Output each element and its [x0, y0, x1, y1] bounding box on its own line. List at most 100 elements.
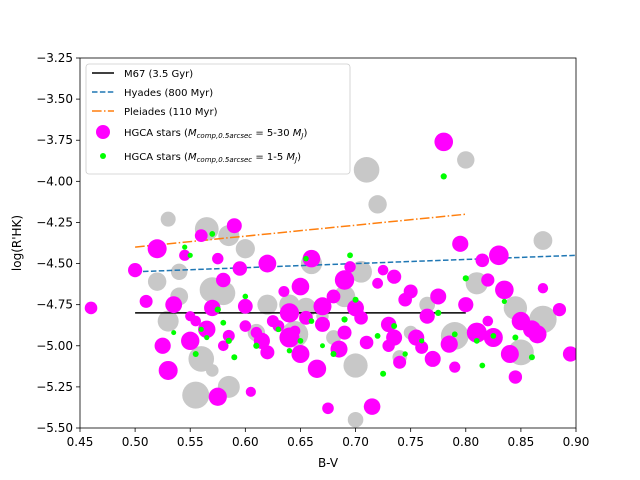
hgca-5-30-point — [289, 325, 301, 337]
hgca-5-30-point — [212, 252, 224, 265]
hgca-5-30-point — [198, 320, 216, 339]
hgca-5-30-point — [84, 301, 98, 315]
hgca-5-30-point — [537, 283, 549, 294]
hgca-5-30-point — [272, 320, 285, 332]
y-tick-label: −4.25 — [36, 215, 73, 229]
hgca-5-30-point — [217, 340, 229, 352]
hgca-5-30-point — [313, 297, 332, 316]
hgca-1-5-point — [319, 343, 325, 349]
background-point — [235, 239, 255, 259]
hgca-5-30-point — [165, 296, 183, 314]
hgca-5-30-point — [278, 286, 290, 298]
hgca-1-5-point — [479, 362, 486, 369]
hgca-1-5-point — [380, 370, 387, 377]
hgca-1-5-point — [419, 338, 425, 344]
hgca-5-30-point — [489, 245, 509, 266]
legend-label-pleiades: Pleiades (110 Myr) — [124, 107, 218, 118]
hgca-5-30-point — [226, 218, 242, 234]
hgca-5-30-point — [154, 337, 171, 354]
background-point — [457, 151, 475, 169]
hgca-5-30-point — [158, 360, 178, 380]
background-point — [257, 294, 278, 315]
hgca-1-5-point — [231, 354, 238, 361]
legend-label-hgca-1-5: HGCA stars (Mcomp,0.5arcsec = 1-5 MJ) — [124, 152, 301, 164]
background-point — [171, 263, 188, 280]
hgca-5-30-point — [449, 361, 461, 373]
hgca-1-5-point — [209, 231, 216, 237]
hgca-5-30-point — [482, 315, 494, 327]
background-point — [182, 381, 210, 409]
background-point — [147, 272, 167, 291]
hgca-5-30-point — [245, 386, 256, 397]
x-tick-label: 0.45 — [67, 435, 94, 449]
y-tick-label: −3.50 — [36, 92, 73, 106]
x-tick-label: 0.75 — [397, 435, 424, 449]
legend-marker-hgca-1-5 — [100, 153, 106, 159]
hgca-5-30-point — [475, 253, 490, 268]
x-tick-label: 0.60 — [232, 435, 259, 449]
hgca-5-30-point — [232, 261, 248, 276]
hgca-5-30-point — [377, 264, 389, 276]
hgca-5-30-point — [291, 345, 310, 363]
background-point — [347, 411, 364, 428]
hgca-5-30-point — [279, 303, 300, 323]
hgca-5-30-point — [326, 289, 341, 304]
hgca-1-5-point — [402, 351, 408, 357]
y-tick-label: −5.25 — [36, 380, 73, 394]
hgca-5-30-point — [185, 311, 196, 322]
hgca-1-5-point — [242, 293, 249, 300]
x-tick-label: 0.50 — [122, 435, 149, 449]
hgca-5-30-point — [430, 288, 447, 305]
x-tick-label: 0.55 — [177, 435, 204, 449]
plot-frame — [79, 57, 577, 429]
legend-box — [85, 63, 351, 175]
hgca-1-5-point — [214, 306, 221, 313]
hgca-1-5-point — [440, 173, 447, 180]
hgca-5-30-point — [500, 345, 519, 363]
hgca-1-5-point — [462, 275, 469, 282]
hgca-5-30-point — [387, 269, 402, 284]
hgca-5-30-point — [359, 335, 374, 350]
hgca-1-5-point — [308, 318, 315, 324]
hgca-5-30-point — [434, 132, 454, 152]
hgca-5-30-point — [452, 235, 469, 252]
hgca-1-5-point — [198, 326, 204, 332]
hgca-5-30-point — [302, 249, 321, 268]
hgca-1-5-point — [501, 298, 507, 304]
hgca-1-5-point — [490, 333, 497, 339]
series-points — [84, 132, 576, 415]
hgca-5-30-point — [194, 229, 208, 243]
hgca-1-5-point — [512, 334, 519, 341]
y-ticks: −3.25 −3.50 −3.75 −4.00 −4.25 −4.50 −4.75 −5.00… — [36, 51, 80, 435]
hgca-5-30-point — [372, 277, 383, 289]
hgca-5-30-point — [363, 398, 381, 415]
legend-label-hyades: Hyades (800 Myr) — [124, 88, 213, 99]
hgca-5-30-point — [334, 270, 355, 290]
hgca-1-5-point — [220, 319, 227, 326]
y-tick-label: −3.75 — [36, 133, 73, 147]
hgca-1-5-point — [171, 330, 177, 336]
hgca-5-30-point — [222, 329, 235, 342]
hgca-5-30-point — [466, 322, 487, 343]
hgca-5-30-point — [508, 370, 523, 384]
hgca-5-30-point — [528, 325, 547, 344]
hgca-1-5-point — [451, 331, 458, 338]
hgca-1-5-point — [374, 333, 381, 339]
hgca-5-30-point — [552, 303, 567, 317]
background-point — [343, 353, 368, 378]
background-point — [368, 195, 387, 214]
background-point — [205, 364, 219, 377]
y-tick-label: −4.75 — [36, 298, 73, 312]
hgca-5-30-point — [424, 350, 441, 367]
hgca-5-30-point — [208, 387, 227, 406]
x-tick-label: 0.65 — [287, 435, 314, 449]
background-point — [419, 296, 436, 313]
hgca-5-30-point — [393, 355, 407, 369]
y-tick-label: −4.00 — [36, 174, 73, 188]
legend-marker-hgca-5-30 — [96, 125, 110, 139]
hgca-1-5-point — [473, 337, 480, 344]
background-point — [533, 231, 553, 250]
y-tick-label: −3.25 — [36, 51, 73, 65]
hgca-5-30-point — [495, 280, 514, 300]
